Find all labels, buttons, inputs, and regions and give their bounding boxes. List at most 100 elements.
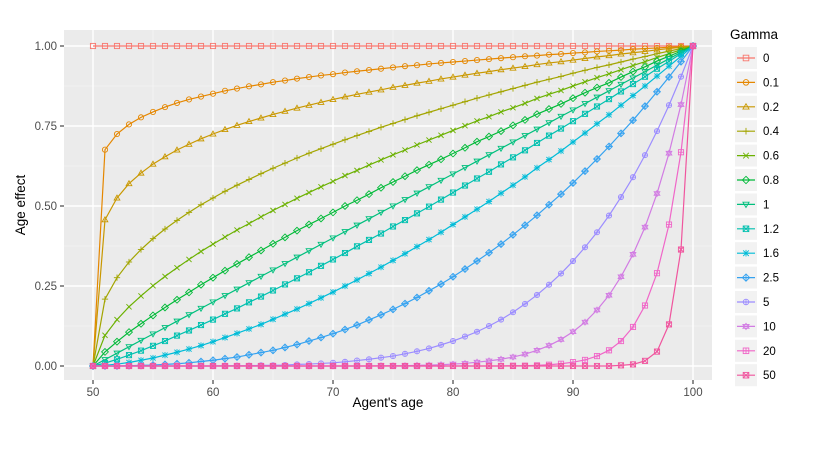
legend-label: 5 [763, 297, 769, 309]
series-line [92, 45, 694, 367]
data-point [472, 257, 482, 266]
data-point [305, 73, 313, 81]
data-point [509, 362, 517, 370]
data-point [557, 73, 565, 80]
data-point [209, 42, 217, 50]
data-point [629, 75, 637, 82]
data-point [233, 85, 241, 92]
data-point [449, 102, 457, 109]
data-point [137, 347, 145, 354]
data-point [376, 310, 386, 319]
data-point [689, 42, 697, 50]
data-point [125, 344, 133, 351]
data-point [557, 335, 565, 344]
data-point [665, 221, 673, 228]
data-point [197, 201, 205, 208]
data-point [593, 103, 601, 110]
data-point [160, 303, 170, 312]
data-point [282, 201, 288, 208]
data-point [365, 270, 373, 277]
data-point [617, 58, 625, 66]
data-point [461, 182, 469, 189]
data-point [485, 42, 493, 50]
legend-item: 0.4 [735, 120, 780, 143]
legend-key-marker [742, 225, 750, 233]
data-point [497, 362, 505, 370]
data-point [484, 132, 494, 141]
data-point [461, 333, 469, 340]
data-point [377, 65, 385, 72]
data-point [509, 85, 517, 92]
data-point [569, 359, 577, 366]
data-point [521, 42, 529, 50]
data-point [293, 305, 301, 313]
data-point [617, 47, 625, 54]
data-point [257, 321, 265, 328]
data-point [389, 120, 397, 127]
data-point [269, 110, 277, 118]
legend-key-marker [742, 371, 750, 379]
data-point [641, 152, 649, 159]
data-point [557, 362, 565, 370]
data-point [568, 178, 578, 187]
data-point [450, 127, 456, 134]
data-point [617, 362, 625, 369]
data-point [593, 353, 601, 360]
data-point [281, 281, 289, 288]
data-point [221, 310, 229, 317]
data-point [557, 42, 565, 50]
data-point [676, 57, 686, 66]
data-point [424, 160, 434, 169]
data-point [377, 209, 385, 217]
data-point [593, 94, 601, 101]
data-point [509, 353, 517, 361]
legend-item: 50 [735, 364, 776, 387]
data-point [521, 82, 529, 89]
data-point [592, 83, 602, 92]
data-point [185, 345, 193, 353]
data-point [462, 122, 468, 129]
data-point [186, 256, 192, 263]
data-point [233, 330, 241, 337]
data-point [377, 86, 385, 93]
data-point [664, 73, 674, 82]
data-point [544, 200, 554, 209]
data-point [629, 92, 637, 99]
data-point [437, 177, 445, 185]
data-point [641, 53, 649, 60]
data-point [341, 362, 349, 370]
data-point [449, 42, 457, 50]
data-point [593, 64, 601, 71]
data-point [100, 347, 110, 356]
data-point [161, 325, 169, 332]
data-point [461, 165, 469, 172]
series-gamma-1-2 [89, 42, 697, 370]
data-point [293, 275, 301, 282]
data-point [484, 248, 494, 257]
data-point [376, 183, 386, 192]
data-point [294, 195, 300, 202]
data-point [425, 203, 433, 210]
legend-label: 50 [763, 370, 776, 382]
data-point [437, 196, 445, 203]
data-point [329, 256, 337, 263]
data-point [629, 46, 637, 53]
data-point [497, 55, 505, 62]
data-point [388, 305, 398, 314]
data-point [449, 362, 457, 370]
data-point [197, 135, 205, 142]
y-tick-label: 0.50 [35, 201, 57, 213]
data-point [305, 362, 313, 370]
data-point [197, 321, 205, 329]
data-point [389, 362, 397, 370]
series-gamma-1 [89, 43, 697, 370]
data-point [460, 143, 470, 152]
data-point [292, 340, 302, 349]
data-point [197, 362, 205, 370]
data-point [570, 83, 576, 89]
data-point [617, 193, 625, 201]
data-point [233, 182, 241, 189]
data-point [341, 229, 349, 236]
data-point [401, 217, 409, 224]
data-point [330, 178, 336, 185]
